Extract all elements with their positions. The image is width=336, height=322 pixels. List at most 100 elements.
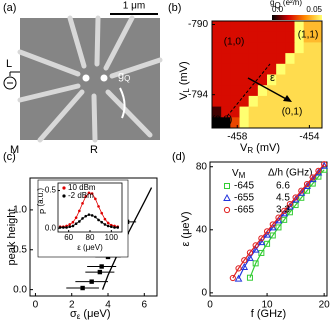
marker [223, 206, 231, 214]
marker [224, 183, 230, 189]
plot-frame [211, 20, 323, 129]
marker [263, 230, 271, 238]
y-tick-label: 0.5 [13, 244, 27, 255]
x-axis-label-part: R [247, 146, 253, 155]
heatmap-cell [248, 21, 259, 33]
x-tick-label: 10 [262, 300, 274, 311]
heatmap-cell [285, 63, 295, 75]
heatmap-cell [312, 42, 323, 54]
y-axis-label: VL (mV) [178, 61, 191, 100]
y-axis-label-part: L [182, 88, 191, 93]
heatmap-cell [248, 85, 259, 97]
legend-delta: 6.6 [276, 181, 290, 192]
inset-x-tick-label: 80 [86, 233, 95, 242]
region-label: (0,0) [212, 115, 233, 126]
gate [67, 15, 87, 69]
heatmap-cell [276, 95, 286, 108]
heatmap-cell [257, 63, 268, 75]
heatmap-cell [257, 53, 268, 65]
heatmap-cell [230, 31, 240, 43]
heatmap-cell [230, 21, 240, 33]
inset-point [81, 202, 84, 205]
heatmap-cell [221, 74, 231, 86]
heatmap-cell [276, 42, 286, 54]
heatmap-cell [276, 74, 286, 86]
heatmap-cell [257, 95, 268, 108]
x-axis-label-part: V [240, 142, 248, 154]
gate [103, 15, 135, 71]
heatmap-cell [285, 42, 295, 54]
dot [82, 74, 90, 82]
plot-frame [209, 161, 328, 297]
legend-delta: 3.3 [276, 205, 290, 216]
heatmap-cell [257, 21, 268, 33]
plot-frame [29, 177, 158, 297]
region-label: (1,1) [298, 30, 319, 41]
boundary-dashed [223, 63, 271, 121]
sem-image [3, 13, 163, 143]
inset-point [78, 220, 81, 223]
heatmap-cell [267, 53, 277, 65]
x-axis-label-part: (mV) [253, 142, 280, 154]
heatmap-cell [294, 31, 305, 43]
marker [321, 161, 328, 168]
panel-label: (a) [3, 2, 16, 14]
y-tick-label: 0 [201, 287, 207, 298]
inset-y-label-part: (a.u.) [36, 188, 45, 209]
data-point [80, 285, 85, 291]
heatmap-cell [294, 21, 305, 33]
heatmap-cell [257, 42, 268, 54]
inset-point [97, 218, 100, 222]
inset-point [62, 226, 65, 229]
marker [241, 257, 248, 264]
heatmap-cell [257, 85, 268, 97]
heatmap-cell [239, 21, 250, 33]
heatmap-cell [267, 63, 277, 75]
heatmap-cell [257, 74, 268, 86]
x-tick-label: 0 [207, 300, 213, 311]
marker [246, 249, 254, 256]
heatmap-cell [267, 106, 277, 118]
heatmap-cell [230, 42, 240, 54]
inset-point [71, 220, 75, 224]
gate [105, 89, 153, 138]
inset-point [90, 192, 94, 195]
inset-point [87, 213, 91, 216]
data-point [97, 269, 103, 275]
y-tick-label: -794 [188, 89, 208, 100]
heatmap-cell [257, 117, 268, 129]
axis-annotation: ε [270, 72, 275, 84]
heatmap-cell [212, 42, 222, 54]
heatmap-cell [285, 53, 295, 65]
y-tick-label: 0.0 [13, 284, 27, 295]
heatmap-cell [212, 53, 222, 65]
heatmap-cell [294, 53, 305, 65]
x-tick-label: -458 [227, 132, 247, 143]
heatmap-cell [276, 21, 286, 33]
marker [223, 193, 231, 201]
heatmap-cell [267, 42, 277, 54]
colorbar-tick-label: 0.0 [272, 5, 284, 14]
marker [303, 180, 311, 188]
heatmap-cell [212, 85, 222, 97]
heatmap-cell [312, 106, 323, 118]
legend-label: -2 dBm [68, 191, 94, 200]
inset-point [74, 216, 78, 219]
heatmap-cell [230, 74, 240, 86]
marker [269, 232, 276, 239]
panel-label: (d) [172, 151, 185, 163]
heatmap-cell [303, 42, 314, 54]
lead-label: R [90, 144, 98, 156]
heatmap-cell [248, 53, 259, 65]
marker [269, 221, 276, 228]
panel-label: (b) [168, 2, 181, 14]
heatmap-cell [248, 95, 259, 108]
heatmap-cell [312, 74, 323, 86]
marker [275, 224, 282, 231]
marker [264, 240, 271, 247]
heatmap-cell [212, 106, 222, 118]
marker [292, 202, 299, 209]
detuning-arrow [247, 77, 289, 101]
x-tick-label: 4 [105, 300, 111, 311]
inset-point [106, 224, 110, 228]
